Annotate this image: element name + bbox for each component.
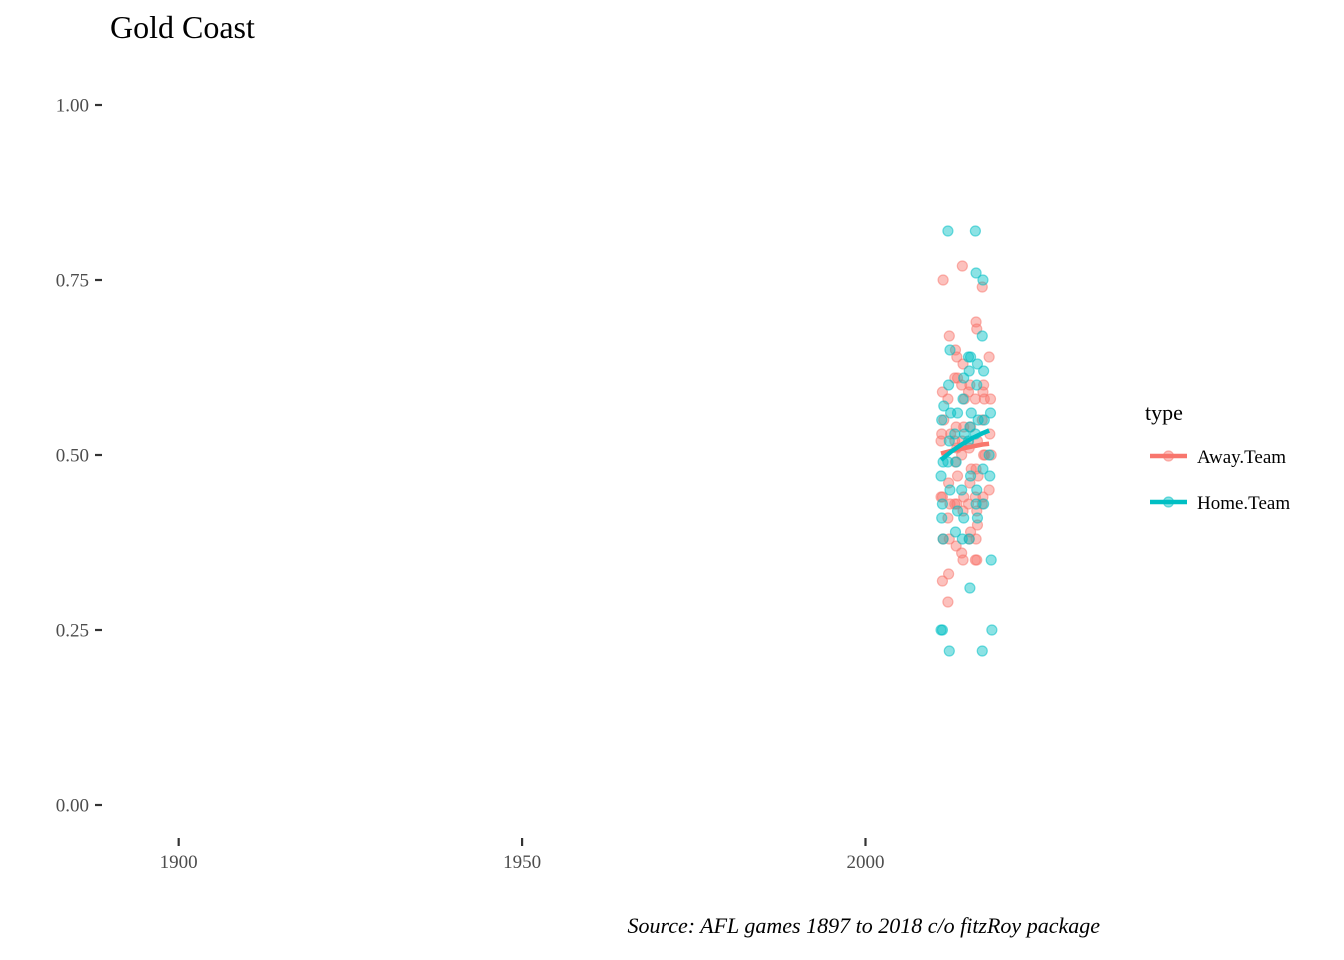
point-away-team — [969, 393, 981, 405]
point-home-team — [944, 344, 956, 356]
point-home-team — [984, 407, 997, 419]
point-away-team — [962, 498, 975, 510]
point-home-team — [971, 379, 983, 391]
point-home-team — [978, 498, 990, 510]
point-home-team — [936, 512, 948, 524]
point-home-team — [937, 533, 949, 545]
point-home-team — [938, 400, 950, 412]
point-home-team — [964, 470, 977, 482]
point-home-team — [985, 554, 997, 566]
y-tick-label: 0.75 — [56, 271, 89, 292]
point-home-team — [936, 414, 948, 426]
point-home-team — [971, 358, 984, 370]
point-home-team — [978, 414, 990, 426]
point-home-team — [956, 484, 968, 496]
x-tick-label: 1950 — [503, 852, 541, 873]
chart-caption: Source: AFL games 1897 to 2018 c/o fitzR… — [627, 913, 1100, 938]
point-home-team — [984, 470, 996, 482]
point-home-team — [942, 225, 954, 237]
point-home-team — [965, 407, 977, 419]
legend-title: type — [1145, 400, 1183, 425]
trend-line-home-team — [939, 428, 990, 462]
point-away-team — [983, 351, 995, 363]
point-home-team — [943, 645, 955, 657]
point-home-team — [969, 225, 981, 237]
point-home-team — [977, 463, 989, 475]
y-tick-label: 0.50 — [56, 446, 89, 467]
legend-key-point-away-team — [1162, 450, 1175, 462]
point-home-team — [971, 484, 983, 496]
legend: type Away.Team Home.Team — [1145, 400, 1290, 514]
point-home-team — [936, 624, 949, 636]
point-away-team — [984, 393, 997, 405]
point-home-team — [970, 498, 982, 510]
point-home-team — [951, 407, 964, 419]
y-tick-label: 1.00 — [56, 96, 89, 117]
x-axis: 1900 1950 2000 — [160, 838, 884, 873]
point-away-team — [951, 351, 963, 363]
y-tick-label: 0.00 — [56, 796, 89, 817]
point-home-team — [950, 456, 962, 468]
point-away-team — [956, 260, 968, 272]
point-home-team — [957, 393, 969, 405]
point-away-team — [942, 596, 954, 608]
point-home-team — [970, 267, 982, 279]
point-away-team — [949, 372, 961, 384]
point-home-team — [963, 365, 975, 377]
point-home-team — [951, 505, 964, 517]
point-home-team — [935, 470, 947, 482]
point-home-team — [978, 365, 990, 377]
point-away-team — [936, 575, 949, 587]
point-home-team — [944, 484, 956, 496]
x-tick-label: 1900 — [160, 852, 198, 873]
point-away-team — [971, 554, 983, 566]
y-tick-label: 0.25 — [56, 621, 89, 642]
point-away-team — [983, 484, 995, 496]
point-home-team — [977, 274, 989, 286]
point-home-team — [958, 512, 970, 524]
point-home-team — [976, 645, 988, 657]
y-axis: 0.00 0.25 0.50 0.75 1.00 — [56, 96, 102, 817]
legend-label-away-team: Away.Team — [1197, 447, 1286, 468]
point-home-team — [949, 428, 961, 440]
point-away-team — [951, 470, 964, 482]
point-home-team — [976, 330, 988, 342]
point-home-team — [964, 582, 976, 594]
chart-title: Gold Coast — [110, 9, 255, 45]
point-home-team — [971, 512, 984, 524]
point-away-team — [957, 554, 969, 566]
legend-label-home-team: Home.Team — [1197, 493, 1290, 514]
legend-key-point-home-team — [1162, 496, 1175, 508]
point-home-team — [964, 351, 977, 363]
point-away-team — [942, 568, 955, 580]
point-home-team — [942, 379, 955, 391]
point-home-team — [986, 624, 998, 636]
plot-area — [935, 225, 998, 657]
point-away-team — [943, 330, 955, 342]
point-home-team — [936, 498, 949, 510]
point-home-team — [983, 449, 995, 461]
x-tick-label: 2000 — [846, 852, 884, 873]
point-away-team — [937, 274, 949, 286]
point-home-team — [963, 533, 975, 545]
point-home-team — [949, 526, 962, 538]
point-away-team — [935, 435, 947, 447]
